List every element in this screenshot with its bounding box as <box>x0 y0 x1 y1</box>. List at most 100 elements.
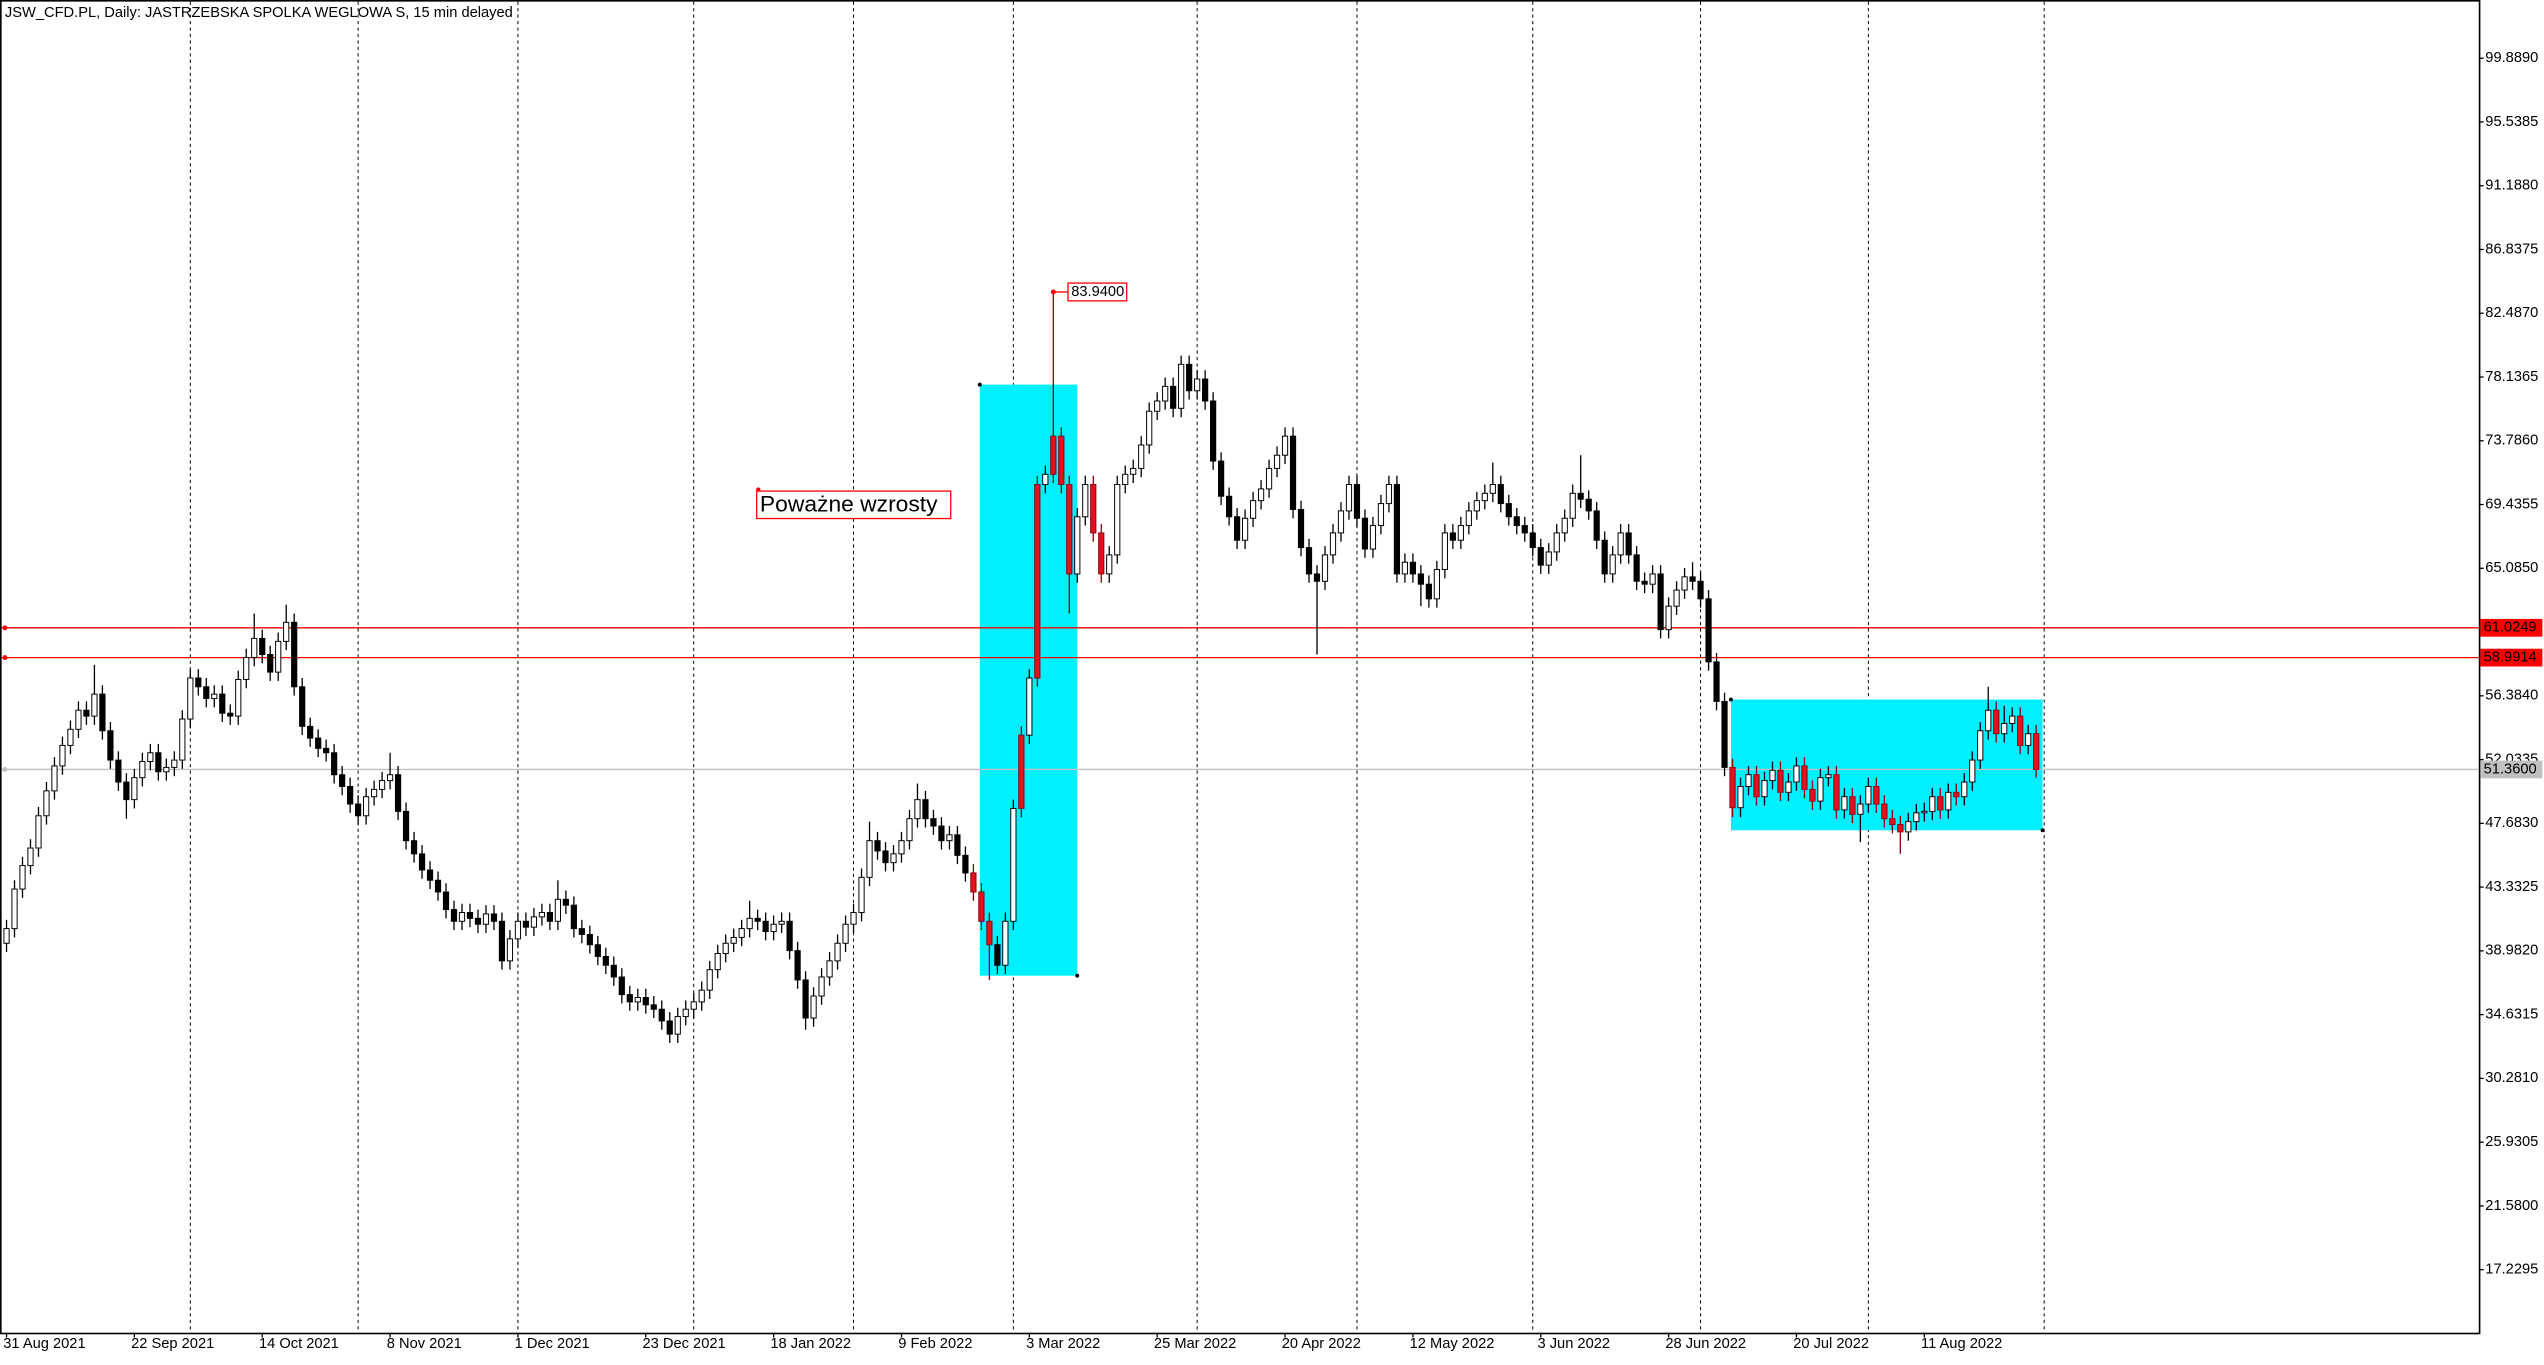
candle-body <box>1897 824 1904 833</box>
candle-body <box>618 976 625 996</box>
price-label: 61.0249 <box>2484 620 2537 636</box>
candle-body <box>986 920 993 946</box>
candle-body <box>1393 484 1401 575</box>
candle-body <box>754 917 761 922</box>
candle-body <box>1993 709 2000 735</box>
candle-body <box>1194 378 1201 392</box>
candle-body <box>1633 554 1640 582</box>
candle-body <box>43 790 50 817</box>
candle-body <box>1297 508 1305 549</box>
candle-body <box>1170 385 1177 409</box>
candle-body <box>778 920 785 925</box>
candle-body <box>1953 791 1960 798</box>
candle-body <box>426 869 434 881</box>
candle-body <box>1825 774 1832 779</box>
candle-body <box>251 637 258 658</box>
candle-body <box>1529 532 1536 549</box>
candle-body <box>1665 605 1672 631</box>
candle-body <box>858 876 865 913</box>
candle-body <box>363 796 370 817</box>
candle-body <box>1969 759 1976 783</box>
candle-body <box>602 955 609 966</box>
y-tick-label: 25.9305 <box>2485 1134 2538 1150</box>
candle-body <box>586 933 593 946</box>
y-tick-label: 56.3840 <box>2485 688 2538 704</box>
line-anchor <box>2 655 8 661</box>
candle-body <box>235 678 242 717</box>
candle-body <box>187 677 194 720</box>
candle-body <box>1489 484 1496 494</box>
candle-body <box>714 953 721 971</box>
candle-body <box>1801 765 1808 790</box>
candle-body <box>1066 484 1073 575</box>
candle-body <box>1361 517 1369 550</box>
candle-body <box>1809 788 1816 802</box>
price-label-bg <box>2480 760 2543 779</box>
candle-body <box>1138 444 1145 469</box>
rectangle-anchor <box>2040 828 2045 833</box>
candle-body <box>1345 484 1353 512</box>
annotation-anchor <box>1050 289 1056 295</box>
candle-body <box>1202 378 1209 402</box>
candle-body <box>227 712 234 717</box>
price-label: 51.3600 <box>2484 761 2537 777</box>
candle-body <box>890 853 897 864</box>
candle-body <box>1705 598 1712 663</box>
candle-body <box>27 847 34 867</box>
candle-body <box>1281 435 1289 456</box>
candle-body <box>722 942 729 955</box>
x-tick-label: 20 Jul 2022 <box>1793 1336 1869 1352</box>
candle-body <box>1369 525 1377 550</box>
candle-body <box>267 654 274 673</box>
candle-body <box>1018 734 1025 809</box>
candle-body <box>307 725 314 739</box>
y-tick-label: 34.6315 <box>2485 1007 2538 1023</box>
candle-body <box>610 964 617 978</box>
x-tick-label: 14 Oct 2021 <box>259 1336 339 1352</box>
candle-body <box>51 765 58 792</box>
candle-body <box>898 840 905 855</box>
line-anchor <box>2 767 8 772</box>
x-tick-label: 11 Aug 2022 <box>1921 1336 2002 1352</box>
candle-body <box>1905 821 1912 833</box>
candle-body <box>331 752 338 776</box>
candle-body <box>1641 580 1648 585</box>
candle-body <box>530 916 538 928</box>
candle-body <box>1545 551 1552 566</box>
candle-body <box>1265 467 1273 490</box>
candle-body <box>538 912 546 918</box>
candle-body <box>442 891 450 911</box>
candle-body <box>323 747 330 754</box>
candle-body <box>1865 785 1872 805</box>
candle-body <box>139 761 146 779</box>
candle-body <box>1657 573 1664 631</box>
candle-body <box>626 994 633 1003</box>
candle-body <box>1849 796 1856 815</box>
candle-body <box>818 976 825 997</box>
candle-body <box>474 917 482 925</box>
candle-body <box>1721 700 1728 768</box>
candle-body <box>291 621 298 688</box>
candle-body <box>1913 812 1920 823</box>
candle-body <box>650 1004 657 1010</box>
candle-body <box>1513 516 1520 527</box>
candle-body <box>1313 573 1321 582</box>
candle-body <box>562 898 569 906</box>
candle-body <box>1409 561 1416 575</box>
candle-body <box>794 950 801 981</box>
candle-body <box>1042 473 1049 486</box>
candle-body <box>171 759 178 768</box>
candle-body <box>2017 715 2024 746</box>
candle-body <box>1058 435 1065 486</box>
candle-body <box>2025 733 2032 746</box>
candle-body <box>938 825 945 842</box>
candle-body <box>1561 517 1568 534</box>
candle-body <box>906 818 913 842</box>
candle-body <box>1857 803 1864 815</box>
candle-body <box>1026 677 1033 736</box>
candle-body <box>259 637 266 656</box>
annotation-text: Poważne wzrosty <box>760 491 938 517</box>
rectangle-anchor <box>977 382 982 387</box>
